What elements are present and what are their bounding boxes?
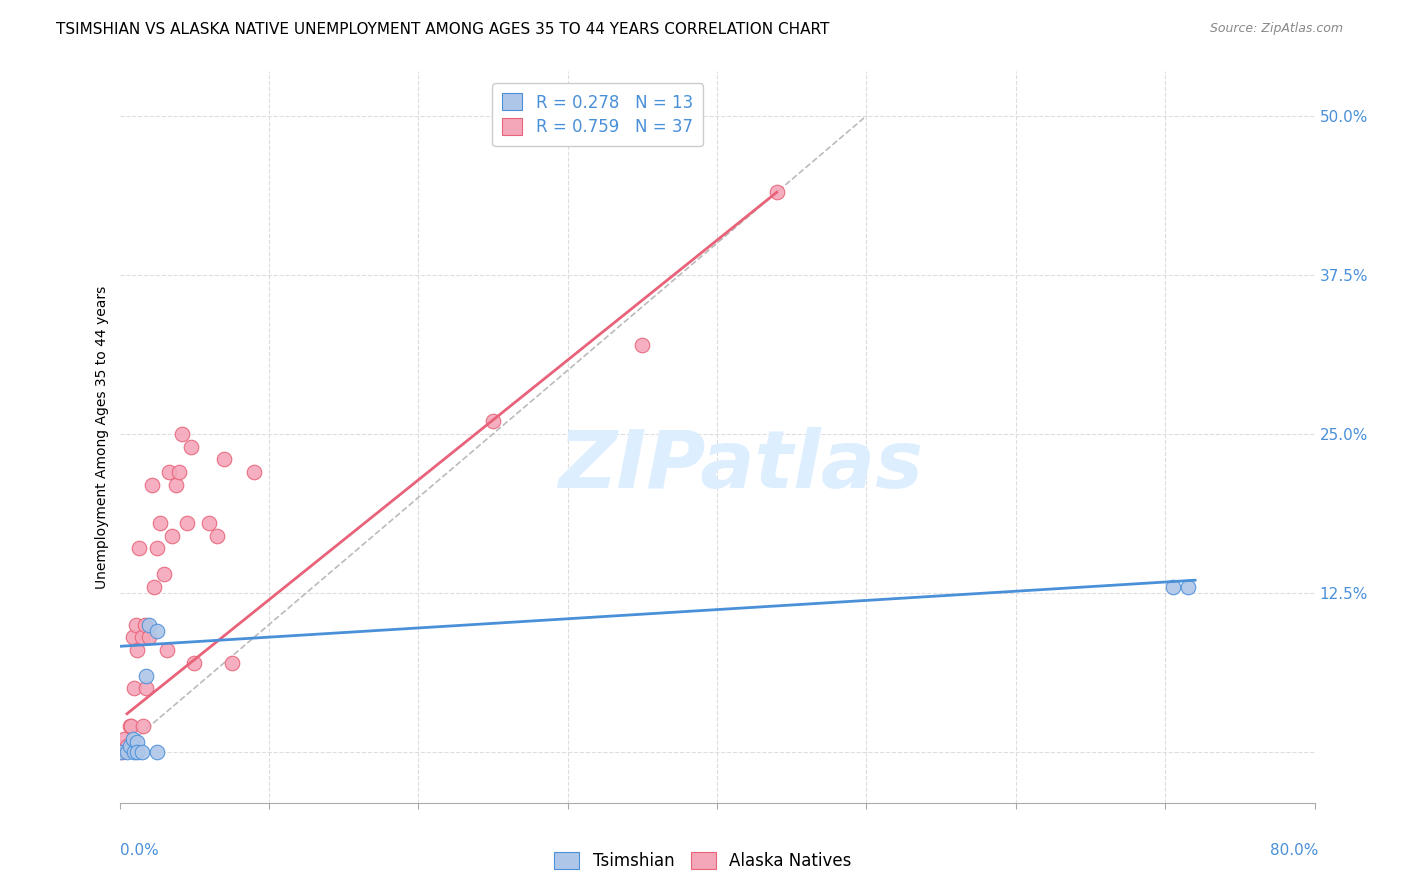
Text: TSIMSHIAN VS ALASKA NATIVE UNEMPLOYMENT AMONG AGES 35 TO 44 YEARS CORRELATION CH: TSIMSHIAN VS ALASKA NATIVE UNEMPLOYMENT … — [56, 22, 830, 37]
Point — [153, 566, 176, 581]
Point — [115, 739, 138, 753]
Point — [243, 465, 266, 479]
Point — [118, 739, 141, 753]
Point — [108, 745, 131, 759]
Point — [135, 668, 157, 682]
Point — [124, 745, 146, 759]
Point — [122, 631, 145, 645]
Point — [169, 465, 191, 479]
Point — [183, 656, 205, 670]
Point — [121, 719, 143, 733]
Point — [124, 681, 146, 696]
Point — [482, 414, 505, 428]
Point — [138, 617, 160, 632]
Point — [138, 631, 160, 645]
Point — [122, 732, 145, 747]
Point — [134, 617, 156, 632]
Point — [131, 745, 153, 759]
Point — [115, 745, 138, 759]
Point — [146, 624, 169, 638]
Point — [125, 617, 148, 632]
Point — [135, 681, 157, 696]
Point — [160, 529, 183, 543]
Point — [1177, 580, 1199, 594]
Point — [149, 516, 172, 530]
Point — [146, 745, 169, 759]
Point — [118, 719, 141, 733]
Point — [1161, 580, 1184, 594]
Point — [172, 426, 194, 441]
Point — [766, 185, 789, 199]
Text: 0.0%: 0.0% — [120, 843, 159, 858]
Point — [132, 719, 155, 733]
Point — [156, 643, 179, 657]
Point — [127, 745, 149, 759]
Legend: Tsimshian, Alaska Natives: Tsimshian, Alaska Natives — [548, 845, 858, 877]
Point — [631, 338, 654, 352]
Point — [141, 477, 163, 491]
Point — [146, 541, 169, 556]
Point — [212, 452, 235, 467]
Point — [165, 477, 187, 491]
Point — [180, 440, 202, 454]
Point — [142, 580, 165, 594]
Point — [128, 541, 150, 556]
Point — [112, 732, 135, 747]
Legend: R = 0.278   N = 13, R = 0.759   N = 37: R = 0.278 N = 13, R = 0.759 N = 37 — [492, 83, 703, 146]
Point — [127, 735, 149, 749]
Point — [198, 516, 221, 530]
Text: ZIPatlas: ZIPatlas — [558, 427, 924, 506]
Point — [111, 745, 134, 759]
Point — [205, 529, 228, 543]
Point — [131, 631, 153, 645]
Point — [157, 465, 180, 479]
Text: Source: ZipAtlas.com: Source: ZipAtlas.com — [1209, 22, 1343, 36]
Point — [127, 643, 149, 657]
Point — [176, 516, 198, 530]
Point — [221, 656, 243, 670]
Text: 80.0%: 80.0% — [1271, 843, 1319, 858]
Y-axis label: Unemployment Among Ages 35 to 44 years: Unemployment Among Ages 35 to 44 years — [96, 285, 110, 589]
